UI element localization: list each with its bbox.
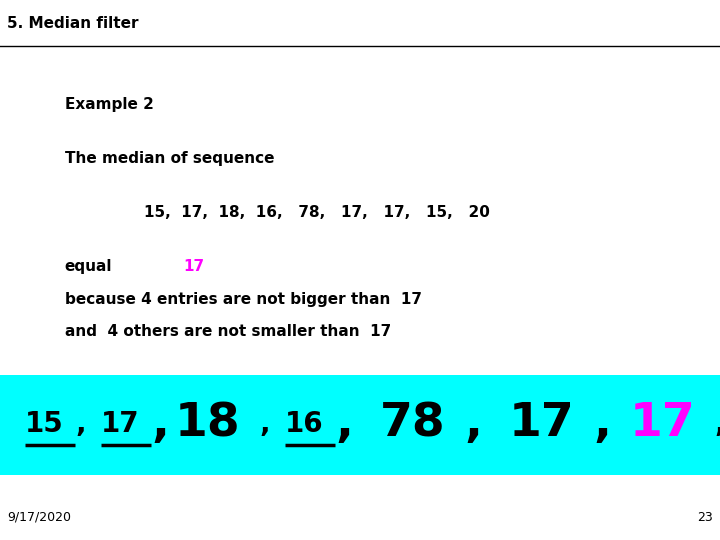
Text: 17: 17 bbox=[629, 401, 695, 447]
Text: 17: 17 bbox=[509, 401, 575, 447]
Text: 23: 23 bbox=[697, 511, 713, 524]
Text: ,: , bbox=[714, 410, 720, 438]
Text: 78: 78 bbox=[379, 401, 445, 447]
Text: 9/17/2020: 9/17/2020 bbox=[7, 511, 71, 524]
Text: 15,  17,  18,  16,   78,   17,   17,   15,   20: 15, 17, 18, 16, 78, 17, 17, 15, 20 bbox=[144, 205, 490, 220]
Text: The median of sequence: The median of sequence bbox=[65, 151, 274, 166]
Text: ,: , bbox=[151, 401, 169, 447]
Text: 16: 16 bbox=[285, 410, 324, 438]
Text: because 4 entries are not bigger than  17: because 4 entries are not bigger than 17 bbox=[65, 292, 422, 307]
Text: 18: 18 bbox=[174, 401, 240, 447]
Text: 5. Median filter: 5. Median filter bbox=[7, 16, 139, 31]
Text: 17: 17 bbox=[184, 259, 204, 274]
Text: 15: 15 bbox=[25, 410, 64, 438]
Text: equal: equal bbox=[65, 259, 112, 274]
Text: ,: , bbox=[75, 410, 86, 438]
Text: ,: , bbox=[593, 401, 611, 447]
Text: Example 2: Example 2 bbox=[65, 97, 153, 112]
Text: ,: , bbox=[335, 401, 353, 447]
Text: 17: 17 bbox=[102, 410, 140, 438]
Text: and  4 others are not smaller than  17: and 4 others are not smaller than 17 bbox=[65, 324, 391, 339]
Bar bbox=[0, 375, 720, 475]
Text: ,: , bbox=[464, 401, 482, 447]
Text: ,: , bbox=[259, 410, 270, 438]
